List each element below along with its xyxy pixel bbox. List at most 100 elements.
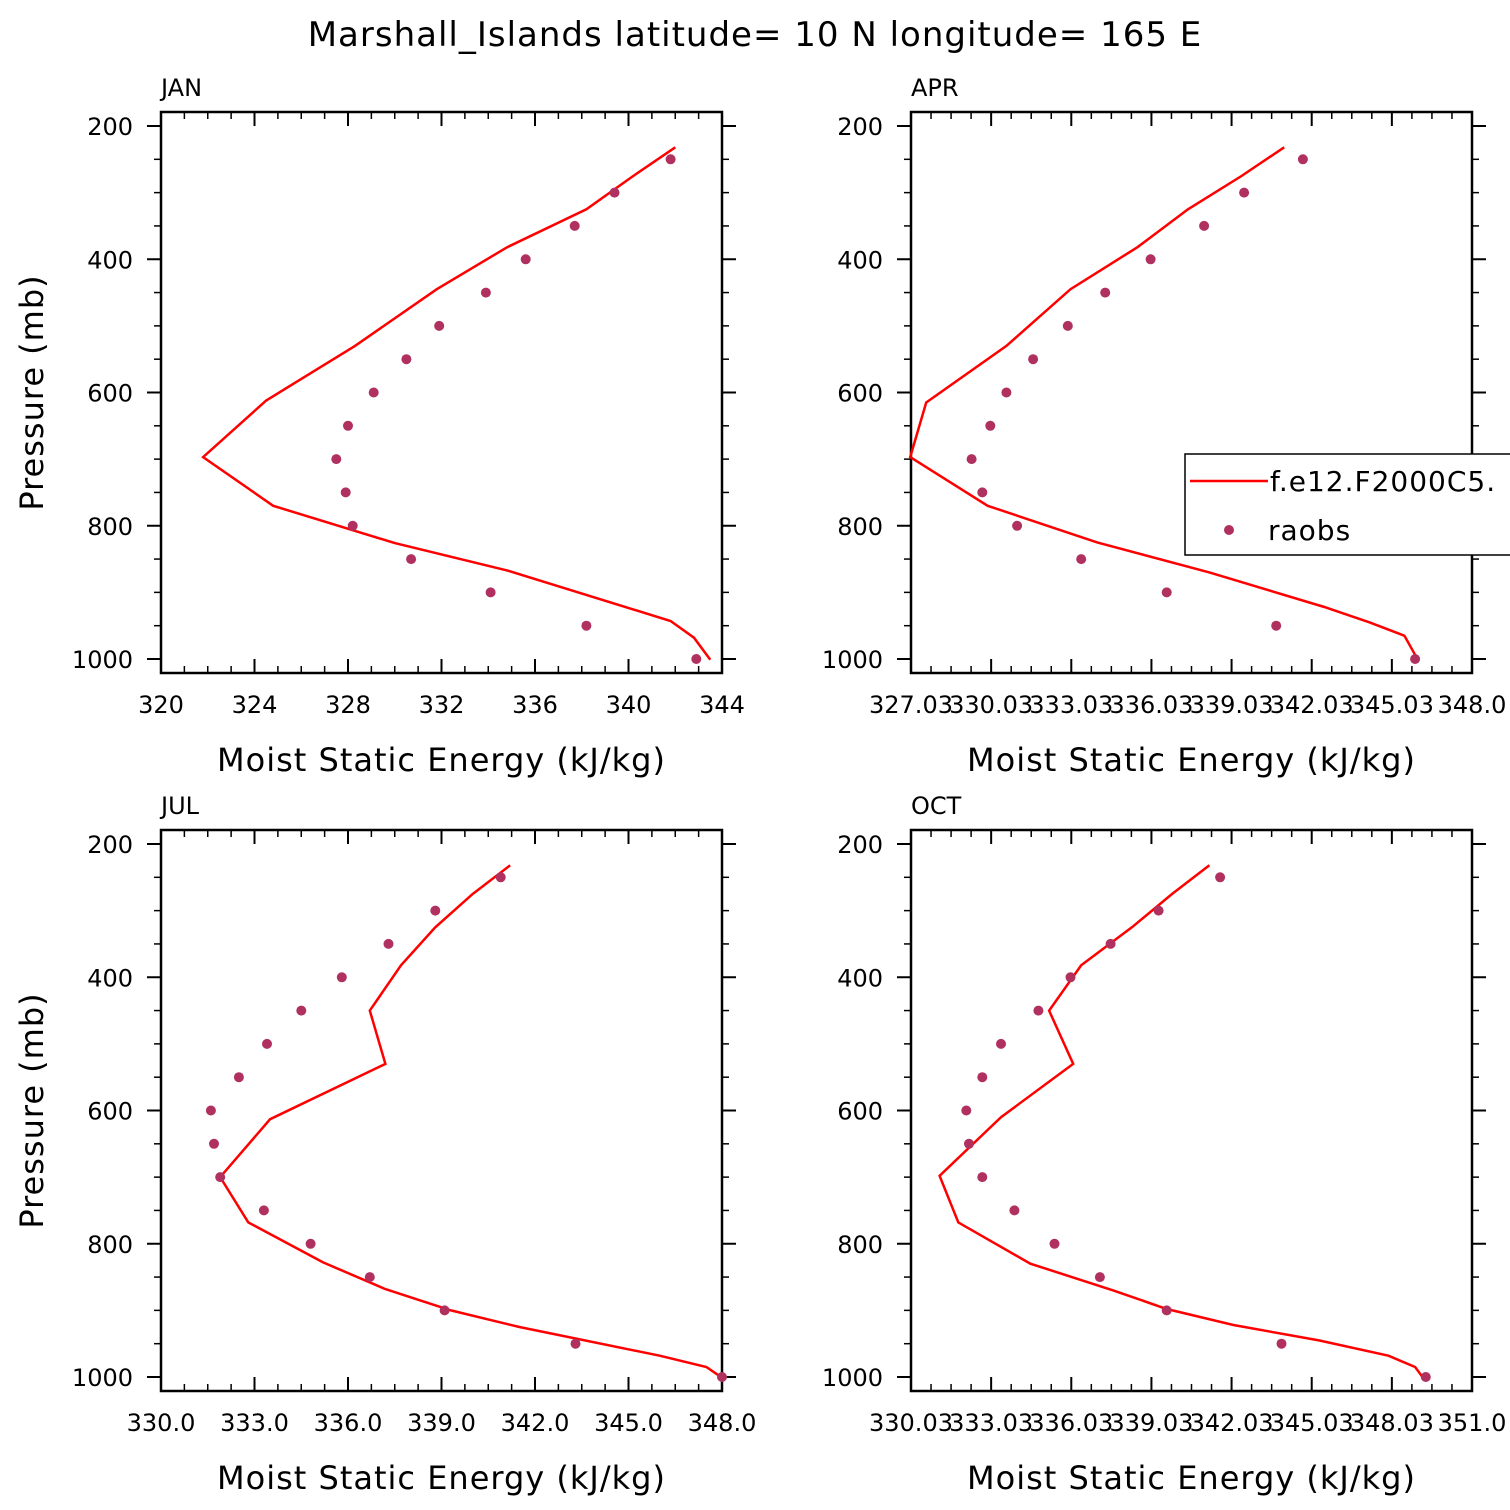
raobs-point	[570, 1338, 581, 1349]
raobs-point	[985, 420, 996, 431]
raobs-point	[964, 1138, 974, 1149]
plot-frame	[159, 110, 724, 675]
raobs-point	[205, 1105, 216, 1116]
y-tick-label: 1000	[72, 646, 133, 674]
raobs-point	[977, 487, 988, 498]
panel-title: APR	[911, 74, 959, 102]
raobs-point	[717, 1372, 727, 1382]
raobs-point	[331, 454, 342, 465]
raobs-point	[1199, 220, 1210, 231]
raobs-point	[480, 287, 491, 298]
raobs-point	[977, 1072, 988, 1083]
raobs-point	[340, 487, 351, 498]
x-tick-label: 348.03	[1350, 1409, 1434, 1437]
model-line-series	[938, 864, 1425, 1379]
raobs-point	[1049, 1238, 1060, 1249]
raobs-point	[1076, 554, 1087, 565]
y-tick-label: 800	[837, 1231, 883, 1259]
y-tick-label: 1000	[822, 1364, 883, 1392]
x-tick-label: 324	[232, 691, 278, 719]
y-tick-label: 600	[837, 380, 883, 408]
model-line-series	[201, 146, 712, 661]
x-tick-label: 336.03	[1109, 691, 1193, 719]
y-tick-label: 1000	[72, 1364, 133, 1392]
panel-oct: OCT330.03333.03336.03339.03342.03345.033…	[822, 792, 1506, 1497]
raobs-point	[961, 1105, 972, 1116]
y-tick-label: 600	[837, 1098, 883, 1126]
x-tick-label: 340	[606, 691, 652, 719]
raobs-point	[296, 1005, 307, 1016]
y-tick-label: 800	[87, 1231, 133, 1259]
panel-jan: JAN 320 324 328 332 336 340 344 200 400 600 800 1000…	[13, 74, 745, 779]
y-tick-label: 200	[837, 113, 883, 141]
x-tick-label: 342.03	[1270, 691, 1354, 719]
raobs-point	[1105, 938, 1116, 949]
x-tick-label: 327.03	[869, 691, 953, 719]
x-axis-label: Moist Static Energy (kJ/kg)	[217, 741, 666, 779]
raobs-point	[343, 420, 353, 431]
legend-box	[1184, 453, 1510, 556]
x-tick-label: 342.0	[501, 1409, 570, 1437]
raobs-point	[966, 454, 977, 465]
x-tick-label: 342.03	[1190, 1409, 1274, 1437]
panels: JAN 320 324 328 332 336 340 344 200 400 600 800 1000…	[13, 74, 1506, 1497]
legend: f.e12.F2000C5. raobs	[1184, 453, 1510, 556]
y-tick-label: 600	[87, 1098, 133, 1126]
panel-title: JAN	[159, 74, 202, 102]
raobs-point	[1153, 905, 1164, 916]
x-tick-label: 339.0	[407, 1409, 476, 1437]
y-tick-label: 200	[87, 113, 133, 141]
x-tick-label: 330.03	[949, 691, 1033, 719]
raobs-point	[495, 872, 506, 883]
y-axis-label: Pressure (mb)	[13, 274, 51, 510]
raobs-point	[1161, 1305, 1172, 1316]
raobs-point	[401, 354, 412, 365]
raobs-point	[1028, 354, 1039, 365]
x-axis-label: Moist Static Energy (kJ/kg)	[217, 1459, 666, 1497]
x-tick-label: 344	[699, 691, 745, 719]
raobs-point	[1420, 1372, 1431, 1382]
raobs-point	[1001, 387, 1012, 398]
figure-title: Marshall_Islands latitude= 10 N longitud…	[308, 15, 1203, 55]
raobs-point	[262, 1038, 272, 1049]
raobs-point	[1276, 1338, 1287, 1349]
legend-model-label: f.e12.F2000C5.	[1270, 465, 1496, 498]
raobs-point	[977, 1172, 988, 1183]
raobs-point	[609, 187, 620, 198]
raobs-point	[1161, 587, 1172, 598]
raobs-point	[1145, 254, 1156, 265]
x-tick-label: 345.03	[1270, 1409, 1354, 1437]
raobs-point	[1094, 1272, 1105, 1283]
raobs-point	[439, 1305, 450, 1316]
x-tick-label: 332	[419, 691, 465, 719]
model-line-series	[218, 864, 723, 1379]
legend-dot-swatch	[1224, 525, 1234, 535]
plot-frame	[909, 110, 1474, 675]
y-axis-label: Pressure (mb)	[13, 992, 51, 1228]
raobs-point	[1410, 654, 1421, 664]
y-tick-label: 800	[837, 513, 883, 541]
raobs-point	[581, 620, 592, 631]
raobs-point	[665, 154, 676, 165]
x-axis-label: Moist Static Energy (kJ/kg)	[967, 741, 1416, 779]
raobs-point	[305, 1238, 316, 1249]
raobs-point	[1065, 972, 1076, 983]
raobs-point	[520, 254, 531, 265]
x-tick-label: 330.03	[869, 1409, 953, 1437]
raobs-point	[1062, 320, 1073, 331]
y-tick-label: 800	[87, 513, 133, 541]
x-tick-label: 328	[325, 691, 371, 719]
raobs-point	[336, 972, 347, 983]
raobs-point	[569, 220, 580, 231]
raobs-point	[434, 320, 445, 331]
plot-frame	[909, 828, 1474, 1393]
x-tick-label: 320	[138, 691, 184, 719]
x-tick-label: 348.0	[1438, 691, 1507, 719]
raobs-point	[347, 520, 358, 531]
x-tick-label: 351.0	[1438, 1409, 1507, 1437]
y-tick-label: 1000	[822, 646, 883, 674]
x-tick-label: 336.0	[314, 1409, 383, 1437]
raobs-point	[364, 1272, 375, 1283]
raobs-point	[1100, 287, 1111, 298]
raobs-point	[368, 387, 379, 398]
